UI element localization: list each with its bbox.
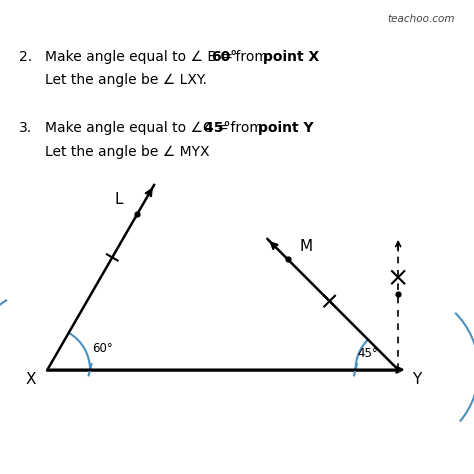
Text: point X: point X	[263, 50, 319, 64]
Text: 60°: 60°	[211, 50, 237, 64]
Text: M: M	[300, 239, 312, 255]
Text: X: X	[25, 372, 36, 387]
Text: 2.: 2.	[19, 50, 32, 64]
Text: Let the angle be ∠ MYX: Let the angle be ∠ MYX	[45, 145, 210, 159]
Text: from: from	[231, 50, 272, 64]
Text: Y: Y	[412, 372, 422, 387]
Text: 60°: 60°	[92, 343, 113, 356]
Text: 3.: 3.	[19, 121, 32, 135]
Text: Make angle equal to ∠ B =: Make angle equal to ∠ B =	[45, 50, 237, 64]
Text: point Y: point Y	[258, 121, 314, 135]
Text: L: L	[115, 191, 123, 207]
Text: 45°: 45°	[358, 347, 379, 360]
Text: Make angle equal to ∠C =: Make angle equal to ∠C =	[45, 121, 233, 135]
Text: teachoo.com: teachoo.com	[388, 14, 455, 24]
Text: from: from	[226, 121, 267, 135]
Text: Let the angle be ∠ LXY.: Let the angle be ∠ LXY.	[45, 73, 207, 88]
Text: 45°: 45°	[204, 121, 235, 135]
